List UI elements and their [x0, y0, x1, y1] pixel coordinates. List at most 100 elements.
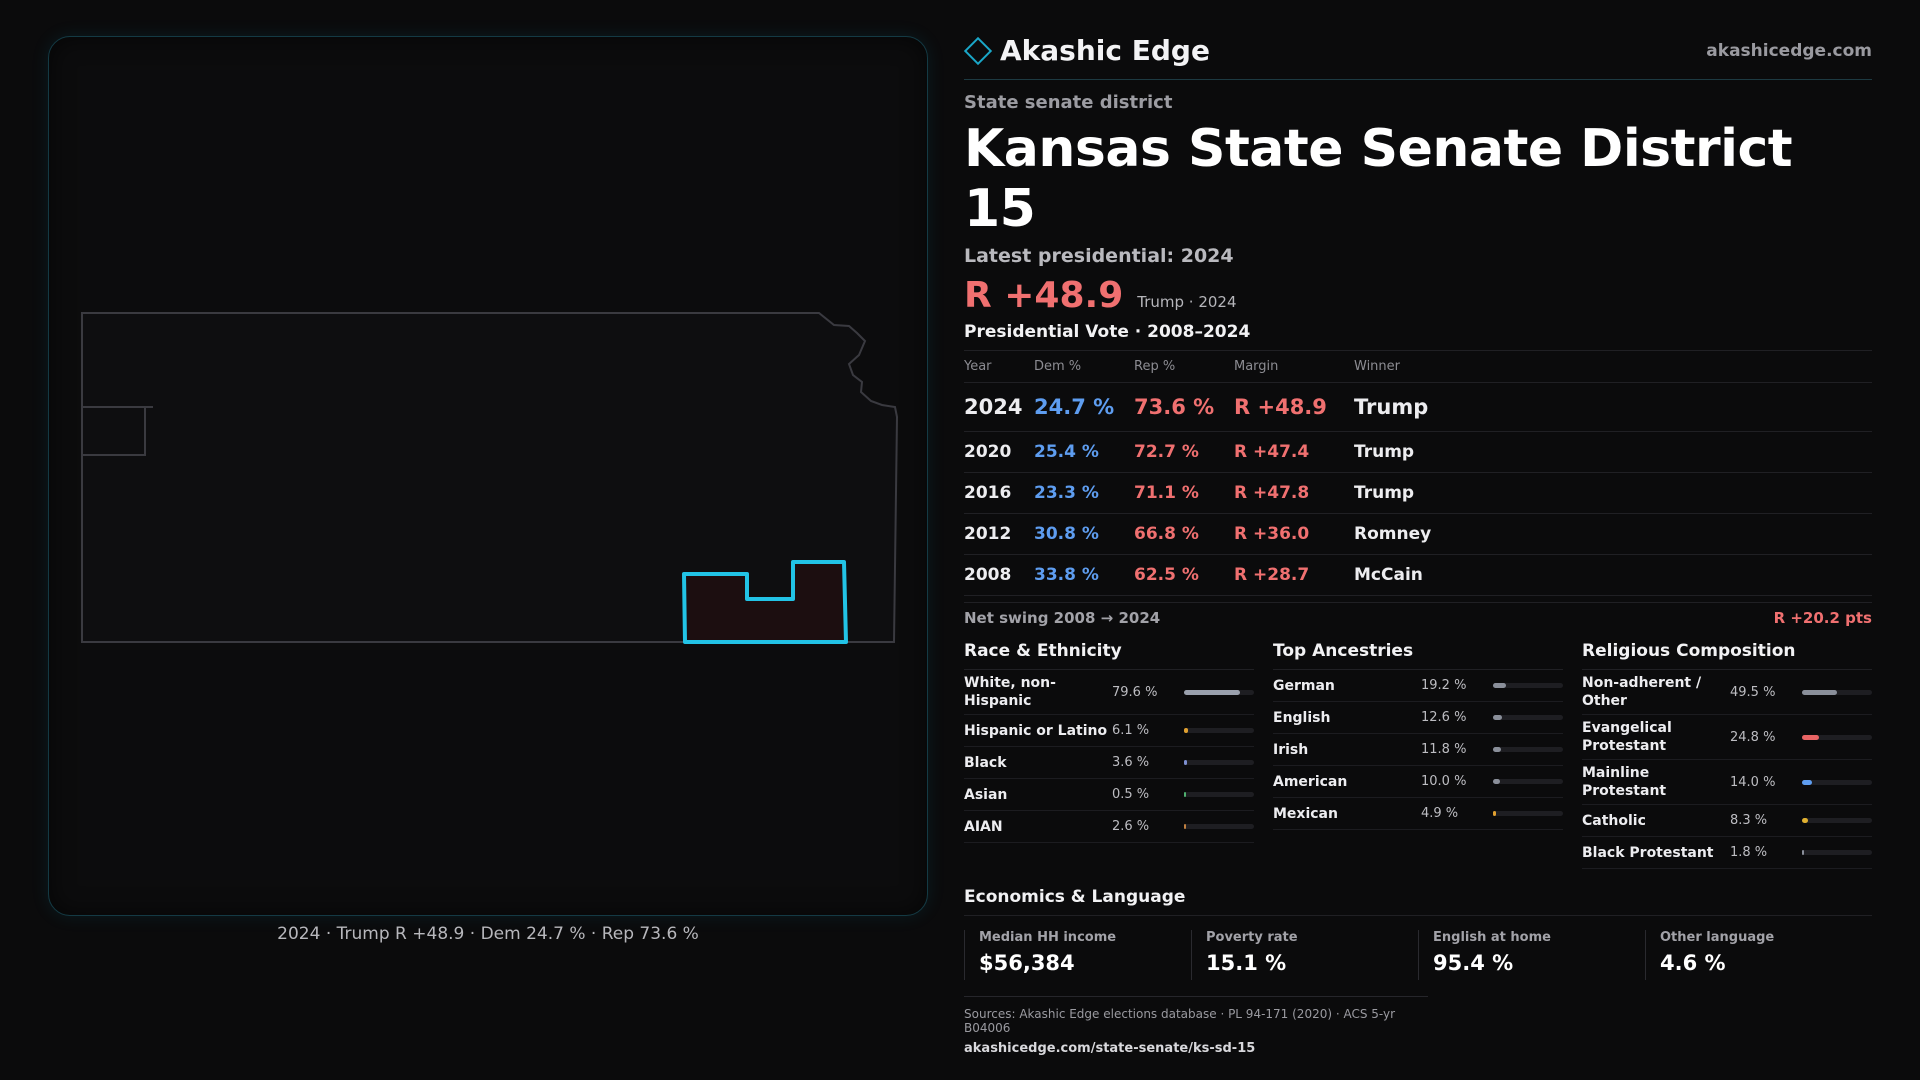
religion-label: Non-adherent / Other: [1582, 675, 1702, 709]
state-map[interactable]: [49, 37, 929, 917]
list-item: American 10.0 %: [1273, 766, 1563, 798]
stat-label: Median HH income: [979, 930, 1117, 945]
stat-cell: Median HH income $56,384: [964, 930, 1191, 980]
brand-url-link[interactable]: akashicedge.com: [1706, 40, 1872, 61]
ancestry-value: 19.2 %: [1421, 678, 1467, 693]
table-row: 2024 24.7 % 73.6 % R +48.9 Trump: [964, 382, 1872, 432]
ancestry-value: 12.6 %: [1421, 710, 1467, 725]
stat-cell: Other language 4.6 %: [1645, 930, 1872, 980]
cell-rep: 72.7 %: [1134, 431, 1234, 473]
religion-value: 24.8 %: [1730, 729, 1776, 745]
ancestry-bar-fill: [1493, 747, 1501, 752]
col-margin: Margin: [1234, 351, 1354, 383]
cell-winner: Trump: [1354, 472, 1872, 514]
page-title: Kansas State Senate District 15: [964, 119, 1793, 239]
race-bar-fill: [1184, 824, 1186, 829]
district-kind: State senate district: [964, 92, 1173, 113]
inset-box: [82, 406, 153, 456]
col-winner: Winner: [1354, 351, 1872, 383]
ancestry-bar-fill: [1493, 811, 1496, 816]
race-bar-fill: [1184, 792, 1186, 797]
cell-winner: Trump: [1354, 431, 1872, 473]
list-item: Non-adherent / Other 49.5 %: [1582, 670, 1872, 715]
religion-bar: [1802, 850, 1872, 855]
religion-bar: [1802, 779, 1872, 785]
brand[interactable]: Akashic Edge: [963, 34, 1210, 67]
demographics: Race & Ethnicity White, non-Hispanic 79.…: [964, 641, 1872, 869]
religion-title: Religious Composition: [1582, 641, 1872, 670]
cell-year: 2012: [964, 513, 1034, 555]
cell-rep: 62.5 %: [1134, 554, 1234, 596]
state-outline: [81, 312, 899, 643]
religion-bar-fill: [1802, 850, 1804, 855]
ancestry-bar: [1493, 747, 1563, 752]
ancestry-label: English: [1273, 709, 1331, 726]
religion-label: Catholic: [1582, 812, 1646, 829]
religion-bar-fill: [1802, 818, 1808, 823]
race-value: 0.5 %: [1112, 787, 1150, 802]
list-item: Asian 0.5 %: [964, 779, 1254, 811]
cell-rep: 73.6 %: [1134, 382, 1234, 432]
stat-cell: Poverty rate 15.1 %: [1191, 930, 1418, 980]
ancestry-title: Top Ancestries: [1273, 641, 1563, 670]
sources-text: Sources: Akashic Edge elections database…: [964, 1007, 1396, 1035]
ancestry-label: German: [1273, 677, 1335, 694]
ancestry-label: Mexican: [1273, 805, 1338, 822]
sources-url-link[interactable]: akashicedge.com/state-senate/ks-sd-15: [964, 1041, 1256, 1056]
race-label: Hispanic or Latino: [964, 722, 1108, 739]
details-panel: Akashic Edge akashicedge.com State senat…: [963, 28, 1872, 980]
religion-section: Religious Composition Non-adherent / Oth…: [1582, 641, 1872, 869]
cell-winner: McCain: [1354, 554, 1872, 596]
list-item: German 19.2 %: [1273, 670, 1563, 702]
list-item: English 12.6 %: [1273, 702, 1563, 734]
race-label: Black: [964, 754, 1007, 771]
map-panel[interactable]: [48, 36, 928, 916]
economics-title: Economics & Language: [964, 887, 1872, 916]
cell-dem: 23.3 %: [1034, 472, 1134, 514]
religion-label: Black Protestant: [1582, 844, 1714, 861]
list-item: White, non-Hispanic 79.6 %: [964, 670, 1254, 715]
diamond-logo-icon: [963, 36, 993, 65]
map-caption: 2024 · Trump R +48.9 · Dem 24.7 % · Rep …: [277, 924, 699, 944]
stat-cell: English at home 95.4 %: [1418, 930, 1645, 980]
presidential-vote-title: Presidential Vote · 2008–2024: [964, 322, 1872, 351]
religion-bar: [1802, 818, 1872, 823]
latest-presidential: Latest presidential: 2024: [964, 245, 1234, 267]
race-label: AIAN: [964, 818, 1003, 835]
ancestry-bar-fill: [1493, 715, 1502, 720]
net-swing-label: Net swing 2008 → 2024: [964, 609, 1161, 627]
list-item: AIAN 2.6 %: [964, 811, 1254, 843]
cell-rep: 66.8 %: [1134, 513, 1234, 555]
list-item: Catholic 8.3 %: [1582, 805, 1872, 837]
cell-margin: R +47.4: [1234, 431, 1354, 473]
religion-bar-fill: [1802, 734, 1819, 740]
big-margin-value: R +48.9: [964, 275, 1124, 316]
race-title: Race & Ethnicity: [964, 641, 1254, 670]
brand-name: Akashic Edge: [1000, 34, 1210, 67]
district-15-shape[interactable]: [682, 560, 848, 644]
race-value: 2.6 %: [1112, 819, 1150, 834]
col-year: Year: [964, 351, 1034, 383]
religion-bar: [1802, 689, 1872, 695]
brand-header: Akashic Edge akashicedge.com: [963, 28, 1872, 80]
list-item: Mainline Protestant 14.0 %: [1582, 760, 1872, 805]
net-swing-value: R +20.2 pts: [1773, 609, 1872, 627]
cell-dem: 25.4 %: [1034, 431, 1134, 473]
economics-stats: Median HH income $56,384 Poverty rate 15…: [964, 930, 1872, 980]
list-item: Irish 11.8 %: [1273, 734, 1563, 766]
race-bar-fill: [1184, 689, 1240, 695]
stat-label: Poverty rate: [1206, 930, 1298, 945]
table-header-row: Year Dem % Rep % Margin Winner: [964, 351, 1872, 383]
race-value: 6.1 %: [1112, 723, 1150, 738]
cell-dem: 33.8 %: [1034, 554, 1134, 596]
col-rep: Rep %: [1134, 351, 1234, 383]
religion-value: 1.8 %: [1730, 845, 1768, 860]
stat-value: 4.6 %: [1660, 951, 1726, 975]
ancestry-bar: [1493, 715, 1563, 720]
race-bar: [1184, 824, 1254, 829]
religion-label: Mainline Protestant: [1582, 765, 1667, 799]
cell-dem: 24.7 %: [1034, 382, 1134, 432]
race-bar: [1184, 689, 1254, 695]
religion-label: Evangelical Protestant: [1582, 720, 1672, 754]
presidential-vote-table: Year Dem % Rep % Margin Winner 2024 24.7…: [964, 351, 1872, 596]
